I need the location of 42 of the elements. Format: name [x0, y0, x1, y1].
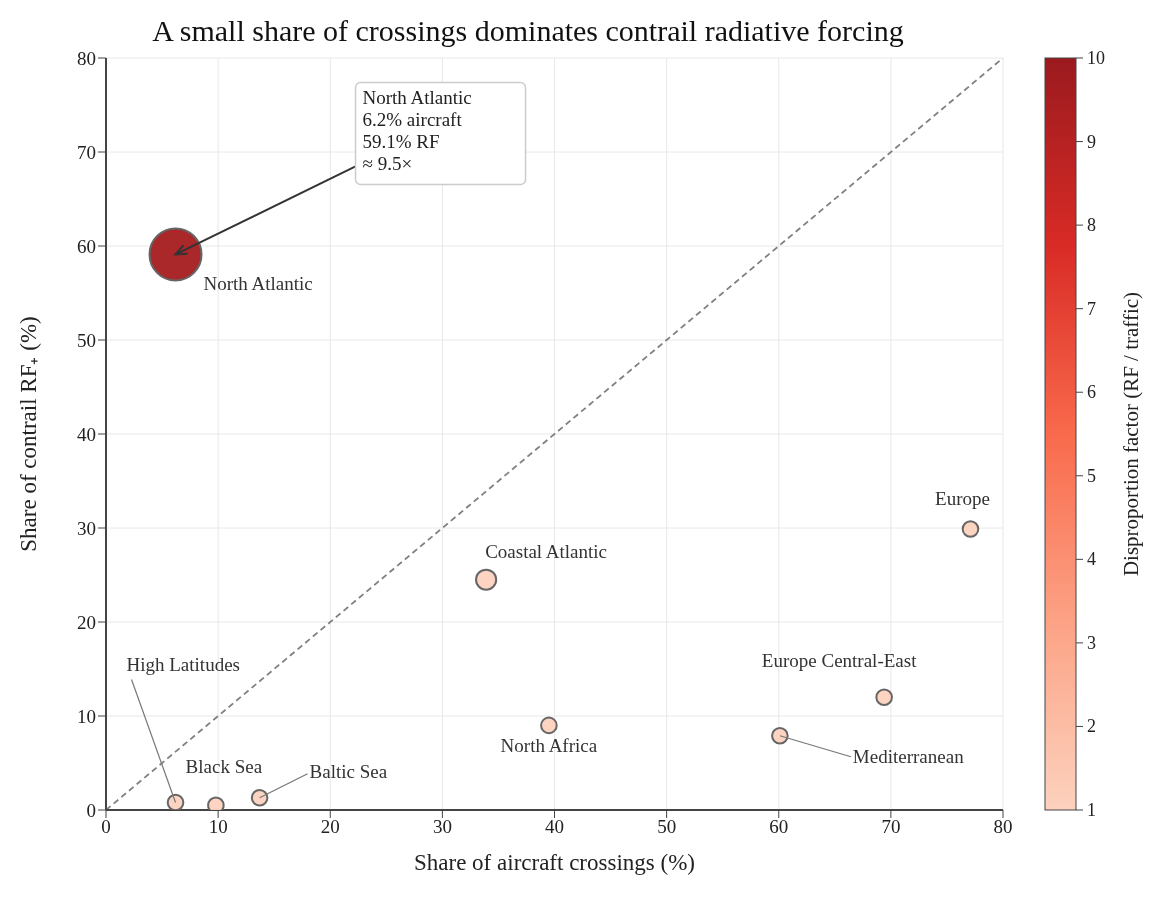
y-tick-label: 0 [86, 799, 96, 821]
color-bar-label: 3 [1087, 632, 1096, 653]
x-tick-label: 70 [881, 816, 901, 838]
color-bar-label: 10 [1087, 48, 1105, 68]
x-tick-label: 20 [320, 816, 340, 838]
x-tick-label: 60 [769, 816, 789, 838]
x-tick-label: 0 [101, 816, 111, 838]
annotation: Europe Central-East [761, 650, 918, 672]
color-bar-label: 6 [1087, 382, 1096, 403]
annotation: Coastal Atlantic [485, 540, 608, 562]
x-tick-label: 80 [993, 816, 1013, 838]
y-tick-label: 80 [77, 47, 96, 69]
color-bar-label: 2 [1087, 716, 1096, 737]
y-tick-label: 50 [77, 329, 96, 351]
color-bar-label: 8 [1087, 215, 1096, 236]
annotation: Europe [935, 487, 990, 509]
annotation: North Africa [500, 735, 598, 757]
y-tick-label: 60 [77, 235, 96, 257]
annotation: North Atlantic [203, 273, 313, 295]
y-tick-label: 70 [77, 141, 96, 163]
annotation: Baltic Sea [309, 760, 388, 782]
y-tick-label: 30 [77, 517, 96, 539]
color-bar-label: 9 [1087, 131, 1096, 152]
annotation: Mediterranean [852, 745, 965, 767]
y-tick-label: 40 [77, 423, 96, 445]
color-bar-label: 4 [1087, 549, 1096, 570]
x-tick-label: 50 [657, 816, 677, 838]
color-bar-title: Disproportion factor (RF / traffic) [1119, 291, 1143, 577]
color-bar-label: 1 [1087, 800, 1096, 820]
x-axis-title: Share of aircraft crossings (%) [414, 850, 695, 875]
color-bar-label: 7 [1087, 298, 1096, 319]
y-tick-label: 10 [77, 705, 96, 727]
annotation: Black Sea [185, 756, 263, 778]
annotation: North Atlantic 6.2% aircraft 59.1% RF ≈ 9.5× [362, 87, 472, 175]
x-tick-label: 30 [432, 816, 452, 838]
y-axis-title: Share of contrail RF₊ (%) [16, 316, 42, 552]
x-tick-label: 40 [545, 816, 564, 838]
color-bar-label: 5 [1087, 465, 1096, 486]
chart-title: A small share of crossings dominates contrail radiative forcing [151, 14, 905, 48]
x-tick-label: 10 [208, 816, 228, 838]
y-tick-label: 20 [77, 611, 96, 633]
annotation: High Latitudes [126, 654, 240, 676]
